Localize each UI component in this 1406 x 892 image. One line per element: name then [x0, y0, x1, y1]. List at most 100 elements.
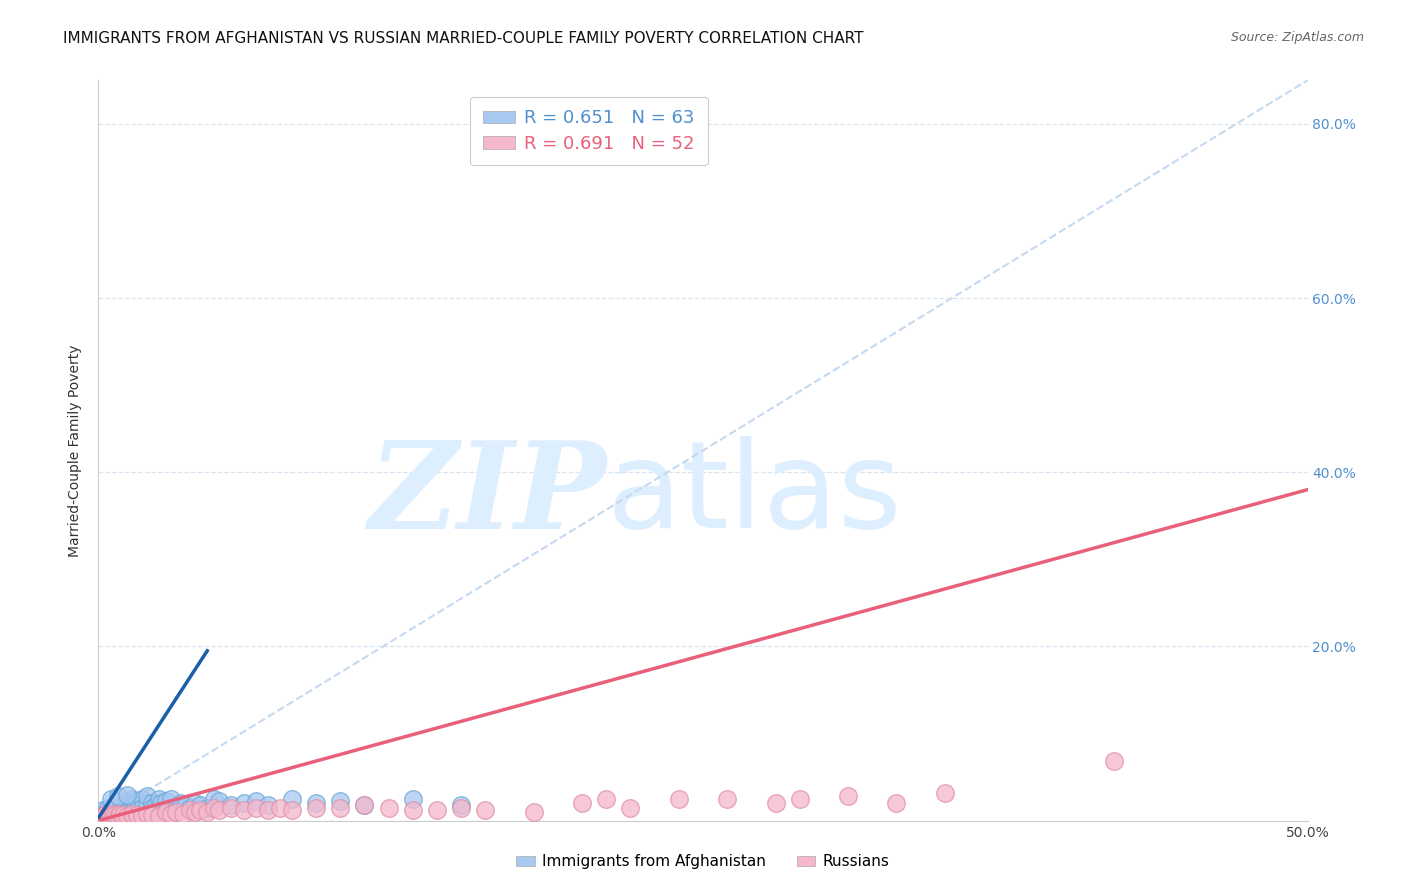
Point	[117, 800, 139, 814]
Point	[117, 788, 139, 802]
Point	[107, 805, 129, 819]
Point	[619, 800, 641, 814]
Point	[124, 800, 146, 814]
Point	[668, 792, 690, 806]
Point	[100, 792, 122, 806]
Point	[148, 809, 170, 823]
Point	[184, 796, 207, 810]
Point	[101, 809, 124, 823]
Point	[165, 800, 187, 814]
Point	[91, 806, 114, 821]
Point	[148, 792, 170, 806]
Point	[184, 805, 207, 819]
Point	[204, 800, 226, 814]
Point	[245, 800, 267, 814]
Point	[111, 808, 134, 822]
Point	[111, 800, 134, 814]
Point	[104, 808, 127, 822]
Point	[121, 799, 143, 814]
Point	[107, 809, 129, 823]
Point	[329, 800, 352, 814]
Point	[90, 809, 112, 823]
Point	[450, 797, 472, 812]
Point	[169, 796, 191, 810]
Legend: R = 0.651   N = 63, R = 0.691   N = 52: R = 0.651 N = 63, R = 0.691 N = 52	[470, 96, 707, 165]
Point	[789, 792, 811, 806]
Point	[121, 792, 143, 806]
Point	[934, 786, 956, 800]
Point	[100, 809, 122, 823]
Point	[188, 803, 211, 817]
Point	[160, 792, 183, 806]
Point	[155, 795, 177, 809]
Point	[141, 796, 163, 810]
Point	[104, 800, 127, 814]
Point	[305, 800, 328, 814]
Point	[886, 796, 908, 810]
Point	[108, 806, 131, 821]
Point	[155, 805, 177, 819]
Point	[94, 809, 117, 823]
Point	[281, 792, 304, 806]
Point	[256, 797, 278, 812]
Point	[114, 805, 136, 819]
Point	[377, 800, 399, 814]
Point	[121, 806, 143, 821]
Point	[474, 803, 496, 817]
Point	[837, 789, 859, 804]
Point	[281, 803, 304, 817]
Point	[124, 796, 146, 810]
Point	[1102, 755, 1125, 769]
Point	[135, 789, 157, 804]
Point	[305, 796, 328, 810]
Point	[269, 800, 291, 814]
Point	[141, 800, 163, 814]
Point	[104, 806, 127, 821]
Point	[118, 805, 141, 819]
Point	[107, 809, 129, 823]
Point	[256, 803, 278, 817]
Point	[221, 800, 243, 814]
Point	[172, 806, 194, 821]
Point	[127, 808, 149, 822]
Point	[571, 796, 593, 810]
Point	[114, 796, 136, 810]
Point	[188, 797, 211, 812]
Point	[108, 803, 131, 817]
Point	[101, 806, 124, 821]
Point	[179, 800, 201, 814]
Text: ZIP: ZIP	[368, 435, 606, 554]
Point	[595, 792, 617, 806]
Point	[426, 803, 449, 817]
Point	[329, 795, 352, 809]
Point	[523, 805, 546, 819]
Point	[101, 805, 124, 819]
Point	[111, 806, 134, 821]
Point	[204, 792, 226, 806]
Point	[100, 806, 122, 821]
Point	[135, 796, 157, 810]
Text: atlas: atlas	[606, 436, 901, 553]
Point	[131, 792, 153, 806]
Point	[91, 803, 114, 817]
Point	[232, 796, 254, 810]
Point	[450, 800, 472, 814]
Point	[179, 803, 201, 817]
Point	[353, 797, 375, 812]
Point	[402, 792, 425, 806]
Point	[94, 806, 117, 821]
Point	[135, 806, 157, 821]
Point	[117, 795, 139, 809]
Point	[232, 803, 254, 817]
Point	[208, 795, 231, 809]
Point	[91, 809, 114, 823]
Point	[107, 789, 129, 804]
Point	[145, 797, 167, 812]
Text: Source: ZipAtlas.com: Source: ZipAtlas.com	[1230, 31, 1364, 45]
Point	[402, 803, 425, 817]
Point	[97, 808, 120, 822]
Point	[97, 807, 120, 822]
Point	[195, 805, 218, 819]
Point	[131, 809, 153, 823]
Point	[165, 805, 187, 819]
